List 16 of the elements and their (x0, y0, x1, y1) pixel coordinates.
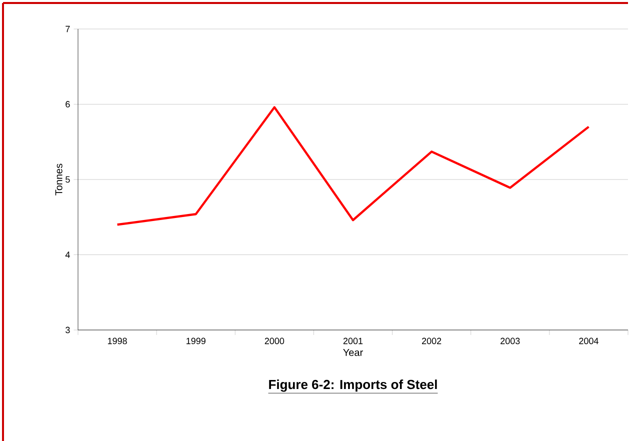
y-tick-label: 5 (66, 176, 70, 183)
y-axis-title: Tonnes (55, 164, 62, 196)
line-series (116, 106, 590, 226)
text: Figure 6-2: Imports of Steel (269, 380, 437, 392)
y-tick-label: 7 (66, 26, 70, 32)
x-tick-label: 2001 (343, 338, 363, 344)
x-tick-label: 2003 (500, 338, 520, 344)
x-tick-label: 1998 (108, 338, 127, 344)
x-tick-label: 2000 (264, 338, 284, 344)
y-tick-label: 6 (66, 101, 70, 108)
x-tick-label: 2002 (422, 338, 442, 344)
y-tick-label: 4 (65, 252, 70, 258)
x-axis-title: Year (343, 349, 363, 356)
y-tick-label: 3 (66, 326, 70, 334)
x-tick-label: 1999 (186, 338, 206, 344)
x-tick-label: 2004 (579, 338, 598, 344)
